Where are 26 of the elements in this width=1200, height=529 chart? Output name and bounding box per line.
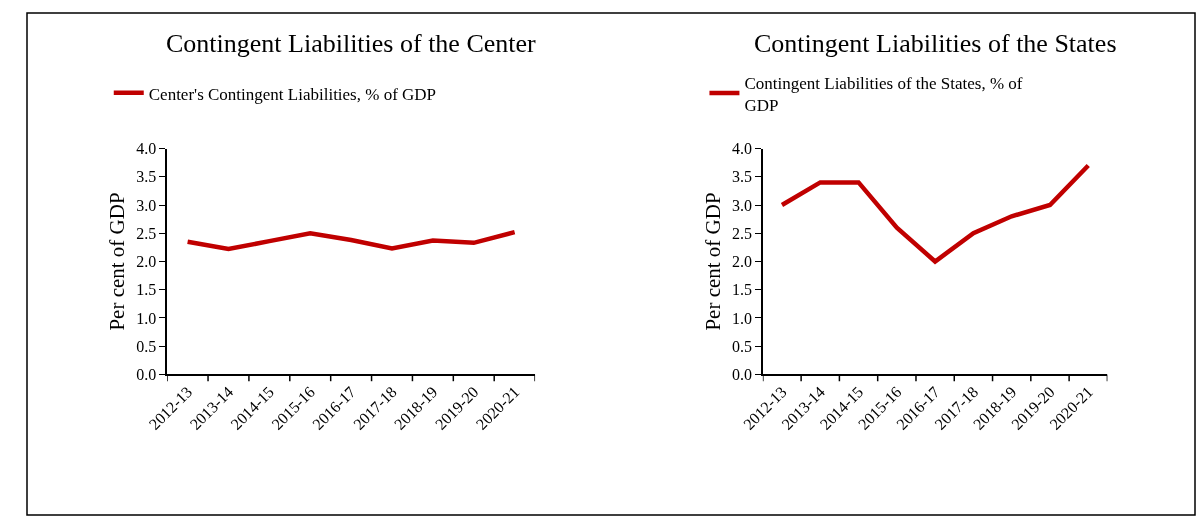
y-tick-label: 3.5 [136,168,157,186]
y-tick-label: 1.5 [731,281,752,299]
line-series [185,229,517,252]
y-axis-title: Per cent of GDP [700,192,725,331]
y-tick-label: 0.0 [136,366,157,384]
y-tick-label: 4.0 [731,140,752,158]
y-tick-label: 2.5 [731,224,752,242]
legend-label: Contingent Liabilities of the States, % of GDP [744,73,1023,115]
y-tick-label: 1.0 [136,309,157,327]
y-axis-title: Per cent of GDP [104,192,129,331]
y-tick-label: 0.5 [731,337,752,355]
chart-title: Contingent Liabilities of the States [754,29,1117,58]
y-tick-label: 2.0 [731,253,752,271]
legend-label: Center's Contingent Liabilities, % of GDP [148,84,437,104]
y-tick-label: 0.0 [731,366,752,384]
y-tick-label: 3.0 [731,196,752,214]
y-tick-label: 3.0 [136,196,157,214]
chart-title: Contingent Liabilities of the Center [166,29,537,58]
y-tick-label: 0.5 [136,337,157,355]
y-tick-label: 3.5 [731,168,752,186]
y-tick-label: 1.0 [731,309,752,327]
y-tick-label: 1.5 [136,281,157,299]
line-series [779,163,1091,264]
y-tick-label: 4.0 [136,140,157,158]
y-tick-label: 2.5 [136,224,157,242]
y-tick-label: 2.0 [136,253,157,271]
